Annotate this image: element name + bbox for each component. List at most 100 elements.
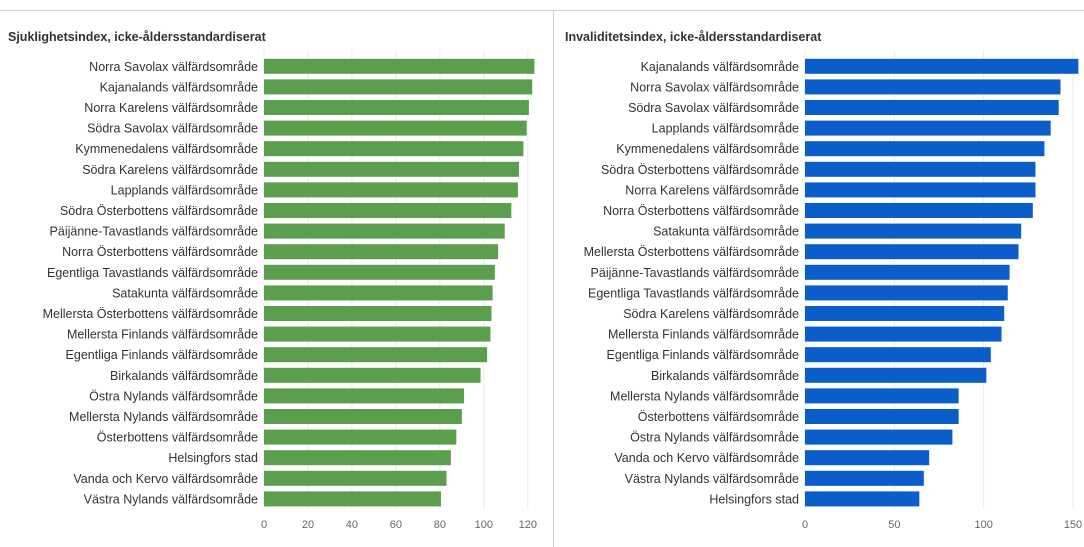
left-bar[interactable] — [264, 223, 505, 239]
left-category-label: Kymmenedalens välfärdsområde — [75, 142, 258, 156]
right-category-label: Egentliga Finlands välfärdsområde — [607, 348, 800, 362]
right-bar[interactable] — [805, 79, 1061, 95]
left-category-label: Päijänne-Tavastlands välfärdsområde — [50, 225, 258, 239]
left-bar[interactable] — [264, 79, 533, 95]
left-bar[interactable] — [264, 429, 457, 445]
right-tick-label: 150 — [1064, 519, 1082, 531]
right-bar[interactable] — [805, 223, 1022, 239]
left-bar[interactable] — [264, 450, 451, 466]
left-category-label: Satakunta välfärdsområde — [112, 286, 258, 300]
right-bar[interactable] — [805, 409, 959, 424]
left-bar[interactable] — [264, 285, 493, 301]
left-bar[interactable] — [264, 326, 491, 342]
left-category-label: Norra Savolax välfärdsområde — [89, 60, 258, 74]
left-tick-label: 100 — [475, 519, 493, 531]
right-category-label: Södra Savolax välfärdsområde — [628, 101, 799, 115]
right-category-label: Västra Nylands välfärdsområde — [625, 472, 799, 486]
left-category-label: Norra Karelens välfärdsområde — [84, 101, 258, 115]
left-category-label: Södra Savolax välfärdsområde — [87, 122, 258, 136]
left-bar[interactable] — [264, 306, 492, 321]
right-category-label: Norra Karelens välfärdsområde — [625, 183, 799, 197]
right-category-label: Helsingfors stad — [709, 492, 799, 506]
right-bar[interactable] — [805, 306, 1005, 321]
right-category-label: Österbottens välfärdsområde — [638, 410, 799, 424]
right-bar[interactable] — [805, 470, 924, 486]
right-category-label: Päijänne-Tavastlands välfärdsområde — [591, 266, 799, 280]
right-category-label: Södra Österbottens välfärdsområde — [601, 163, 799, 177]
left-bar[interactable] — [264, 182, 518, 198]
left-bar[interactable] — [264, 58, 535, 74]
left-category-label: Vanda och Kervo välfärdsområde — [73, 472, 258, 486]
right-category-label: Mellersta Nylands välfärdsområde — [610, 389, 799, 403]
left-bar[interactable] — [264, 347, 488, 363]
right-bar[interactable] — [805, 285, 1008, 301]
left-category-label: Södra Karelens välfärdsområde — [82, 163, 258, 177]
right-bar[interactable] — [805, 141, 1045, 157]
right-category-label: Norra Österbottens välfärdsområde — [603, 204, 799, 218]
left-category-label: Södra Österbottens välfärdsområde — [60, 204, 258, 218]
panel-divider — [553, 10, 554, 547]
right-bar[interactable] — [805, 58, 1079, 74]
left-category-label: Österbottens välfärdsområde — [97, 431, 258, 445]
left-category-label: Birkalands välfärdsområde — [110, 369, 258, 383]
right-category-label: Kymmenedalens välfärdsområde — [616, 142, 799, 156]
left-tick-label: 120 — [519, 519, 537, 531]
right-tick-label: 0 — [802, 519, 808, 531]
right-bar[interactable] — [805, 388, 959, 404]
left-bar[interactable] — [264, 491, 441, 507]
left-category-label: Egentliga Tavastlands välfärdsområde — [47, 266, 258, 280]
right-bar[interactable] — [805, 264, 1010, 280]
right-bar[interactable] — [805, 203, 1033, 218]
right-category-label: Mellersta Österbottens välfärdsområde — [584, 245, 799, 259]
right-bar[interactable] — [805, 347, 991, 363]
left-category-label: Helsingfors stad — [168, 451, 258, 465]
right-category-label: Lapplands välfärdsområde — [652, 122, 799, 136]
right-bar[interactable] — [805, 367, 987, 383]
left-bar[interactable] — [264, 161, 520, 177]
right-category-label: Östra Nylands välfärdsområde — [630, 431, 799, 445]
left-chart-title: Sjuklighetsindex, icke-åldersstandardise… — [8, 30, 266, 44]
right-bar[interactable] — [805, 182, 1036, 198]
right-category-label: Södra Karelens välfärdsområde — [623, 307, 799, 321]
right-category-label: Satakunta välfärdsområde — [653, 225, 799, 239]
right-category-label: Egentliga Tavastlands välfärdsområde — [588, 286, 799, 300]
right-bar[interactable] — [805, 244, 1019, 260]
left-bar[interactable] — [264, 244, 499, 260]
right-bar[interactable] — [805, 450, 930, 466]
right-bar[interactable] — [805, 491, 920, 507]
right-category-label: Mellersta Finlands välfärdsområde — [608, 328, 799, 342]
top-border — [0, 0, 1084, 11]
right-category-label: Birkalands välfärdsområde — [651, 369, 799, 383]
left-tick-label: 0 — [261, 519, 267, 531]
right-category-label: Kajanalands välfärdsområde — [641, 60, 799, 74]
left-category-label: Lapplands välfärdsområde — [111, 183, 258, 197]
right-bar[interactable] — [805, 120, 1051, 136]
left-bar-chart: Norra Savolax välfärdsområde Kajanalands … — [43, 50, 537, 531]
left-bar[interactable] — [264, 141, 524, 157]
left-category-label: Mellersta Finlands välfärdsområde — [67, 328, 258, 342]
right-bar[interactable] — [805, 326, 1002, 342]
right-bar[interactable] — [805, 100, 1059, 115]
left-category-label: Mellersta Nylands välfärdsområde — [69, 410, 258, 424]
left-tick-label: 80 — [434, 519, 446, 531]
left-bar[interactable] — [264, 470, 447, 486]
right-category-label: Vanda och Kervo välfärdsområde — [614, 451, 799, 465]
right-chart-title: Invaliditetsindex, icke-åldersstandardis… — [565, 30, 822, 44]
right-category-label: Norra Savolax välfärdsområde — [630, 80, 799, 94]
left-bar[interactable] — [264, 409, 462, 424]
left-bar[interactable] — [264, 264, 495, 280]
left-category-label: Kajanalands välfärdsområde — [100, 80, 258, 94]
left-bar[interactable] — [264, 203, 512, 218]
left-bar[interactable] — [264, 120, 527, 136]
left-bar[interactable] — [264, 388, 465, 404]
left-bar[interactable] — [264, 100, 529, 115]
right-bar[interactable] — [805, 429, 953, 445]
right-bar[interactable] — [805, 161, 1036, 177]
left-tick-label: 60 — [390, 519, 402, 531]
left-bar[interactable] — [264, 367, 481, 383]
left-category-label: Egentliga Finlands välfärdsområde — [66, 348, 259, 362]
right-tick-label: 50 — [888, 519, 900, 531]
left-tick-label: 20 — [302, 519, 314, 531]
right-tick-label: 100 — [974, 519, 992, 531]
